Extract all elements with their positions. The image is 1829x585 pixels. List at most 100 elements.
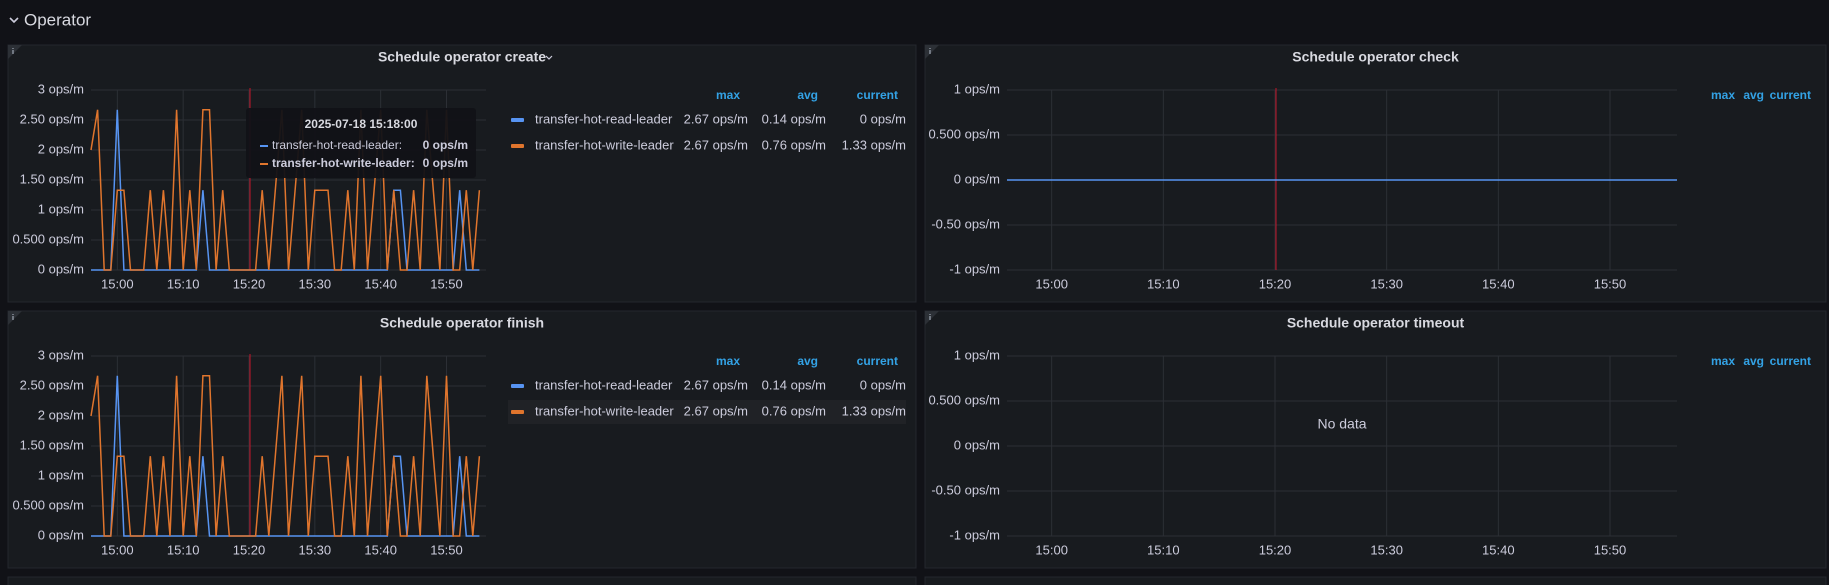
y-tick-label: -1 ops/m <box>949 527 1000 542</box>
x-tick-label: 15:10 <box>167 276 200 291</box>
x-tick-label: 15:10 <box>1147 276 1180 291</box>
tooltip-series-name: transfer-hot-read-leader: <box>272 138 402 152</box>
y-tick-label: 0.500 ops/m <box>928 126 1000 141</box>
x-tick-label: 15:00 <box>101 542 134 557</box>
y-tick-label: 1.50 ops/m <box>20 437 84 452</box>
y-tick-label: 2.50 ops/m <box>20 377 84 392</box>
section-title[interactable]: Operator <box>24 10 91 29</box>
legend-header: current <box>857 354 898 368</box>
legend-header: avg <box>797 354 818 368</box>
x-tick-label: 15:40 <box>364 276 397 291</box>
y-tick-label: 1.50 ops/m <box>20 171 84 186</box>
legend-value: 0.14 ops/m <box>762 111 826 126</box>
x-tick-label: 15:10 <box>167 542 200 557</box>
legend-value: 2.67 ops/m <box>684 137 748 152</box>
tooltip-swatch <box>260 163 268 165</box>
legend-swatch <box>511 384 524 388</box>
info-corner <box>925 45 939 59</box>
tooltip-series-name: transfer-hot-write-leader: <box>272 156 415 170</box>
y-tick-label: 2.50 ops/m <box>20 111 84 126</box>
info-corner <box>925 311 939 325</box>
y-tick-label: 1 ops/m <box>38 201 84 216</box>
y-tick-label: 0 ops/m <box>38 527 84 542</box>
y-tick-label: 0 ops/m <box>954 171 1000 186</box>
tooltip-time: 2025-07-18 15:18:00 <box>305 117 418 131</box>
x-tick-label: 15:50 <box>430 542 463 557</box>
title-chevron <box>545 55 553 60</box>
x-tick-label: 15:00 <box>101 276 134 291</box>
panel-title: Schedule operator check <box>1292 49 1459 65</box>
no-data-message: No data <box>1317 416 1366 432</box>
panel-title: Schedule operator timeout <box>1287 315 1465 331</box>
y-tick-label: 0.500 ops/m <box>12 497 84 512</box>
x-tick-label: 15:50 <box>430 276 463 291</box>
panel-title: Schedule operator create <box>378 49 546 65</box>
panel-title: Schedule operator finish <box>380 315 544 331</box>
legend-header: current <box>857 88 898 102</box>
panel <box>7 310 917 569</box>
legend-value: 1.33 ops/m <box>842 137 906 152</box>
legend-header: current <box>1770 354 1811 368</box>
y-tick-label: -0.50 ops/m <box>931 482 1000 497</box>
legend-swatch <box>511 410 524 414</box>
series-line <box>91 109 480 271</box>
info-corner <box>8 311 22 325</box>
y-tick-label: 1 ops/m <box>38 467 84 482</box>
x-tick-label: 15:20 <box>233 542 266 557</box>
series-line <box>90 375 481 537</box>
legend-value: 0.76 ops/m <box>762 137 826 152</box>
y-tick-label: 0 ops/m <box>954 437 1000 452</box>
tooltip-swatch <box>260 145 268 147</box>
panel <box>924 310 1827 569</box>
y-tick-label: 0.500 ops/m <box>12 231 84 246</box>
legend-value: 2.67 ops/m <box>684 111 748 126</box>
x-tick-label: 15:40 <box>1482 276 1515 291</box>
legend-header: max <box>1711 354 1735 368</box>
panel-stub <box>7 576 917 585</box>
legend-header: current <box>1770 88 1811 102</box>
collapse-icon[interactable] <box>9 17 19 24</box>
legend-name: transfer-hot-write-leader <box>535 403 674 418</box>
y-tick-label: 1 ops/m <box>954 81 1000 96</box>
y-tick-label: 2 ops/m <box>38 407 84 422</box>
info-corner <box>8 45 22 59</box>
x-tick-label: 15:30 <box>299 276 332 291</box>
x-tick-label: 15:40 <box>1482 542 1515 557</box>
x-tick-label: 15:10 <box>1147 542 1180 557</box>
x-tick-label: 15:00 <box>1035 276 1068 291</box>
legend-value: 2.67 ops/m <box>684 403 748 418</box>
y-tick-label: 3 ops/m <box>38 81 84 96</box>
x-tick-label: 15:40 <box>364 542 397 557</box>
x-tick-label: 15:30 <box>1370 542 1403 557</box>
y-tick-label: -1 ops/m <box>949 261 1000 276</box>
x-tick-label: 15:00 <box>1035 542 1068 557</box>
legend-swatch <box>511 144 524 148</box>
y-tick-label: 2 ops/m <box>38 141 84 156</box>
y-tick-label: 1 ops/m <box>954 347 1000 362</box>
panel <box>924 44 1827 303</box>
panel-stub <box>924 576 1827 585</box>
legend-header: max <box>716 354 740 368</box>
tooltip-value: 0 ops/m <box>423 138 468 152</box>
legend-header: max <box>1711 88 1735 102</box>
x-tick-label: 15:30 <box>299 542 332 557</box>
legend-header: avg <box>1743 354 1764 368</box>
x-tick-label: 15:20 <box>233 276 266 291</box>
x-tick-label: 15:50 <box>1594 542 1627 557</box>
y-tick-label: -0.50 ops/m <box>931 216 1000 231</box>
legend-swatch <box>511 118 524 122</box>
tooltip-value: 0 ops/m <box>423 156 468 170</box>
legend-row-highlight <box>508 400 906 424</box>
legend-value: 1.33 ops/m <box>842 403 906 418</box>
x-tick-label: 15:20 <box>1259 276 1292 291</box>
legend-name: transfer-hot-write-leader <box>535 137 674 152</box>
x-tick-label: 15:30 <box>1370 276 1403 291</box>
legend-header: avg <box>1743 88 1764 102</box>
legend-value: 2.67 ops/m <box>684 377 748 392</box>
series-line <box>91 375 480 537</box>
legend-name: transfer-hot-read-leader <box>535 377 673 392</box>
y-tick-label: 3 ops/m <box>38 347 84 362</box>
y-tick-label: 0 ops/m <box>38 261 84 276</box>
series-line <box>90 109 481 271</box>
